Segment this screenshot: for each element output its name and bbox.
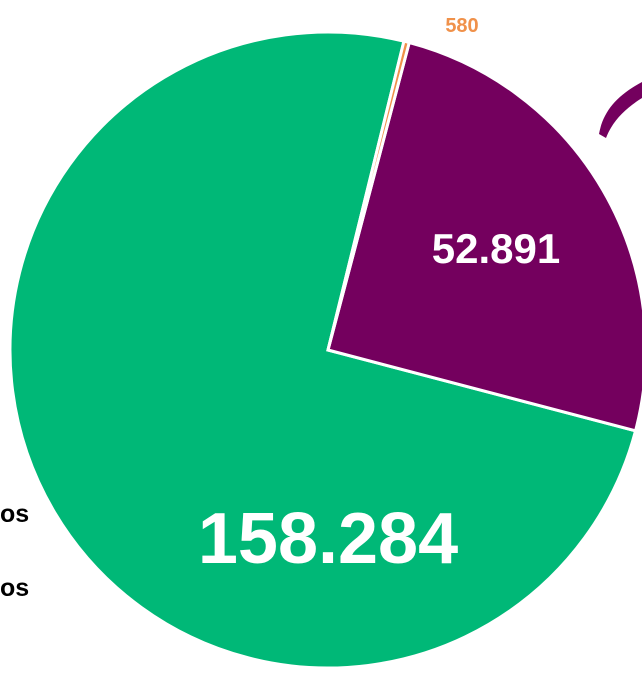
legend-fragment-2: os (0, 574, 30, 602)
slice-52891 (326, 40, 642, 433)
annotation-arrow (599, 82, 642, 138)
slice-label-158284: 158.284 (198, 499, 458, 579)
legend-fragment-1: os (0, 500, 30, 528)
slice-158284 (8, 30, 638, 670)
slice-label-52891: 52.891 (432, 225, 560, 272)
slice-label-580: 580 (445, 15, 478, 37)
pie-slices (8, 30, 642, 670)
slice-580 (326, 39, 412, 351)
